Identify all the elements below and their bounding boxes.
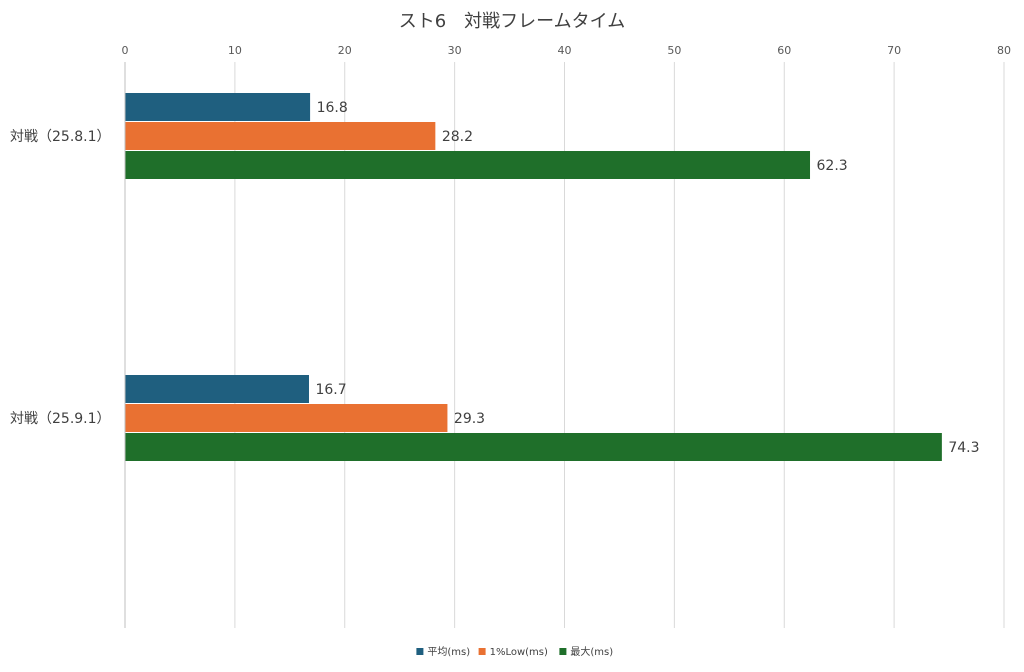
bar-1-series-3 (125, 151, 811, 179)
legend-label-2: 1%Low(ms) (490, 647, 548, 658)
data-label-2-series-3: 74.3 (948, 440, 979, 456)
bar-2-series-1 (125, 375, 309, 403)
legend-label-1: 平均(ms) (427, 646, 470, 658)
bar-2-series-2 (125, 404, 448, 432)
data-label-1-series-1: 16.8 (317, 100, 348, 116)
x-tick-label-30: 30 (448, 44, 462, 57)
bar-2-series-3 (125, 433, 942, 461)
bar-1-series-2 (125, 122, 436, 150)
data-labels: 16.8 28.2 62.3 16.7 29.3 74.3 (315, 100, 979, 456)
bars (125, 93, 942, 461)
data-label-2-series-2: 29.3 (454, 411, 485, 427)
x-tick-label-0: 0 (122, 44, 129, 57)
x-tick-label-40: 40 (558, 44, 572, 57)
bar-1-series-1 (125, 93, 311, 121)
x-tick-label-70: 70 (887, 44, 901, 57)
legend-label-3: 最大(ms) (570, 645, 613, 658)
legend: 平均(ms) 1%Low(ms) 最大(ms) (416, 645, 613, 658)
x-tick-label-60: 60 (777, 44, 791, 57)
x-axis-ticks: 0 10 20 30 40 50 60 70 80 (122, 44, 1012, 57)
category-label-1: 対戦（25.8.1） (10, 129, 111, 145)
x-tick-label-10: 10 (228, 44, 242, 57)
category-labels: 対戦（25.8.1） 対戦（25.9.1） (10, 129, 111, 427)
category-label-2: 対戦（25.9.1） (10, 411, 111, 427)
data-label-1-series-2: 28.2 (442, 129, 473, 145)
x-tick-label-50: 50 (667, 44, 681, 57)
data-label-2-series-1: 16.7 (315, 382, 346, 398)
x-tick-label-20: 20 (338, 44, 352, 57)
legend-swatch-2 (478, 648, 486, 655)
legend-swatch-1 (416, 648, 424, 655)
chart-title: スト6 対戦フレームタイム (399, 11, 626, 32)
data-label-1-series-3: 62.3 (817, 158, 848, 174)
legend-swatch-3 (559, 648, 567, 655)
x-tick-label-80: 80 (997, 44, 1011, 57)
